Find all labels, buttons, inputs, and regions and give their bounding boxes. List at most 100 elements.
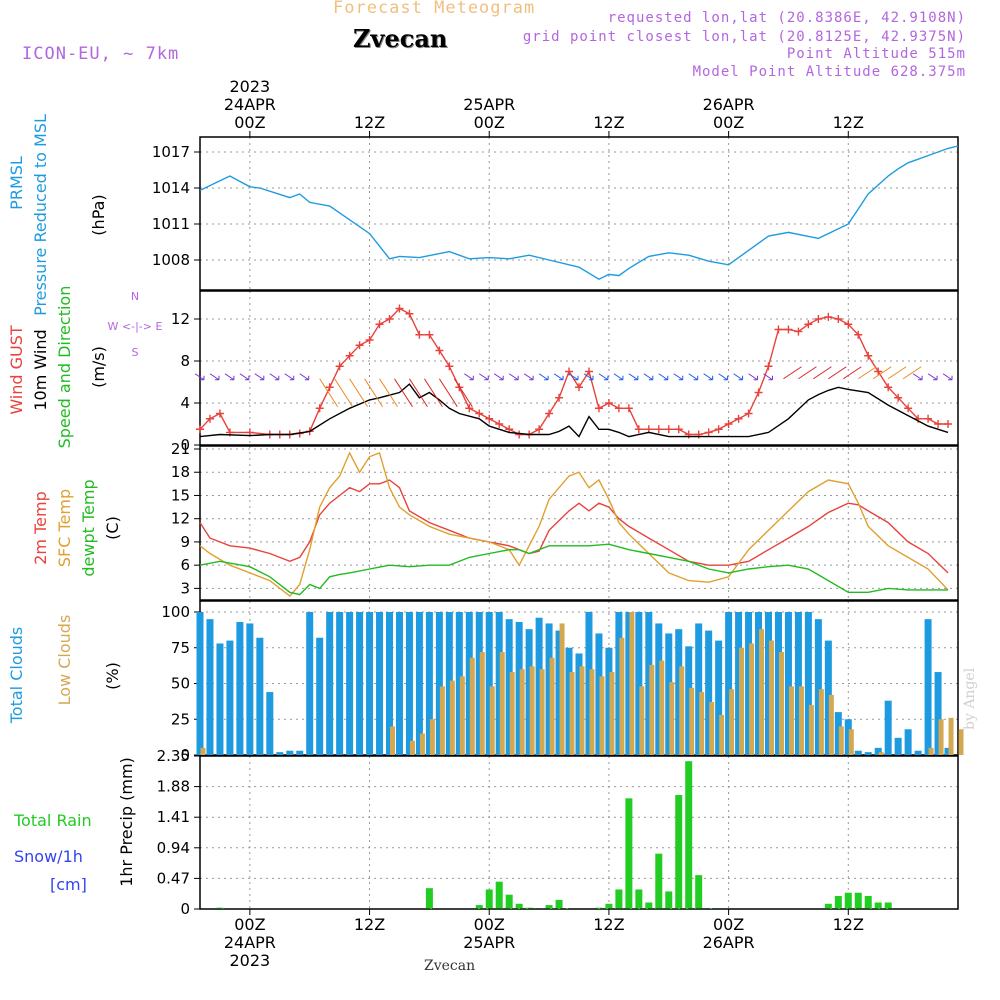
gust-marker [405,309,414,318]
gust-marker [465,404,474,413]
low-cloud-bar [459,676,465,755]
total-cloud-bar [665,633,673,755]
y-tick-label: 21 [171,440,190,458]
y-tick-label: 0 [180,900,190,918]
wind-arrow [658,373,669,381]
wind-barb [828,366,847,380]
wind-arrow [523,373,534,381]
y-tick-label: 4 [180,394,190,412]
gust-marker [445,362,454,371]
label-total-rain: Total Rain [13,811,92,830]
chart-title: Forecast Meteogram [333,0,536,18]
total-cloud-bar [256,637,264,755]
requested-coords: requested lon,lat (20.8386E, 42.9108N) [607,10,966,26]
rain-bar [495,881,503,909]
total-cloud-bar [545,623,553,755]
wind-barb [857,366,877,380]
rain-bar [824,903,832,909]
total-cloud-bar [715,640,723,755]
rain-bar [874,902,882,909]
gust-marker [894,393,903,402]
label-wind-gust: Wind GUST [7,325,26,415]
total-cloud-bar [874,747,882,755]
y-tick-label: 0 [180,436,190,454]
panel-wind: 0 4 8 12 [171,290,959,454]
low-cloud-bar [838,726,844,755]
total-cloud-bar [814,619,822,755]
total-cloud-bar [675,629,683,755]
gust-marker [375,320,384,329]
total-cloud-bar [455,612,463,755]
gust-marker [824,312,833,321]
low-cloud-bar [788,686,794,755]
gust-marker [874,367,883,376]
gust-marker [734,414,743,423]
gust-marker [944,420,953,428]
low-cloud-bar [390,726,395,755]
time-label-bottom: 00Z [234,915,265,934]
wind-barb [843,366,862,380]
series-prmsl [199,145,959,280]
low-cloud-bar [519,669,525,755]
wind-barb [887,366,907,380]
total-cloud-bar [226,640,234,755]
gust-marker [555,393,564,402]
wind-barb [423,378,443,408]
total-cloud-bar [745,612,753,755]
low-cloud-bar [599,676,605,755]
rain-bar [844,892,852,909]
panel-precip: 0 0.47 0.94 1.41 1.88 2.35 [157,747,959,918]
label-dewpt: dewpt Temp [79,479,98,576]
cloud-bars [196,612,964,755]
rain-bar [595,907,603,909]
gust-marker [754,388,763,397]
gust-marker [714,425,723,434]
label-ms: (m/s) [89,346,108,388]
low-cloud-bar [449,680,455,755]
label-hpa: (hPa) [89,194,108,235]
wind-barb [813,366,832,380]
total-cloud-bar [854,750,862,755]
time-label-bottom: 26APR [703,933,755,952]
total-cloud-bar [705,630,713,755]
panel-frame [199,290,959,446]
y-tick-label: 1017 [152,143,190,161]
wind-arrow [927,373,938,381]
wind-barb [798,366,817,380]
total-cloud-bar [435,612,443,755]
low-cloud-bar [589,669,595,755]
point-altitude: Point Altitude 515m [786,46,966,62]
wind-arrow [942,373,953,381]
y-tick-label: 100 [161,603,190,621]
wind-barb [409,378,428,408]
low-cloud-bar [719,714,725,755]
series-temp-1 [199,451,949,598]
low-cloud-bar [689,687,695,755]
total-cloud-bar [216,643,224,755]
gust-marker [345,351,354,360]
total-cloud-bar [894,737,902,755]
gust-marker [594,404,603,413]
y-tick-label: 6 [180,556,190,574]
label-precip-axis: 1hr Precip (mm) [117,757,136,887]
gust-marker [604,399,613,407]
low-cloud-bar [948,717,954,755]
total-cloud-bar [645,612,653,755]
rain-bar [665,891,673,909]
total-cloud-bar [246,623,254,755]
time-label-top: 00Z [713,113,744,132]
wind-arrow [598,373,609,381]
low-cloud-bar [938,719,944,755]
total-cloud-bar [774,612,782,755]
low-cloud-bar [409,740,415,755]
time-label-bottom: 24APR [224,933,276,952]
watermark: by Angel [962,667,978,730]
total-cloud-bar [316,637,324,755]
compass-s: S [132,346,139,359]
rain-bar [605,903,613,909]
time-label-top: 2023 [230,77,271,96]
low-cloud-bar [729,689,735,755]
total-cloud-bar [904,729,912,755]
panel-pressure: 1008 1011 1014 1017 [152,136,959,291]
low-cloud-bar [699,692,705,755]
